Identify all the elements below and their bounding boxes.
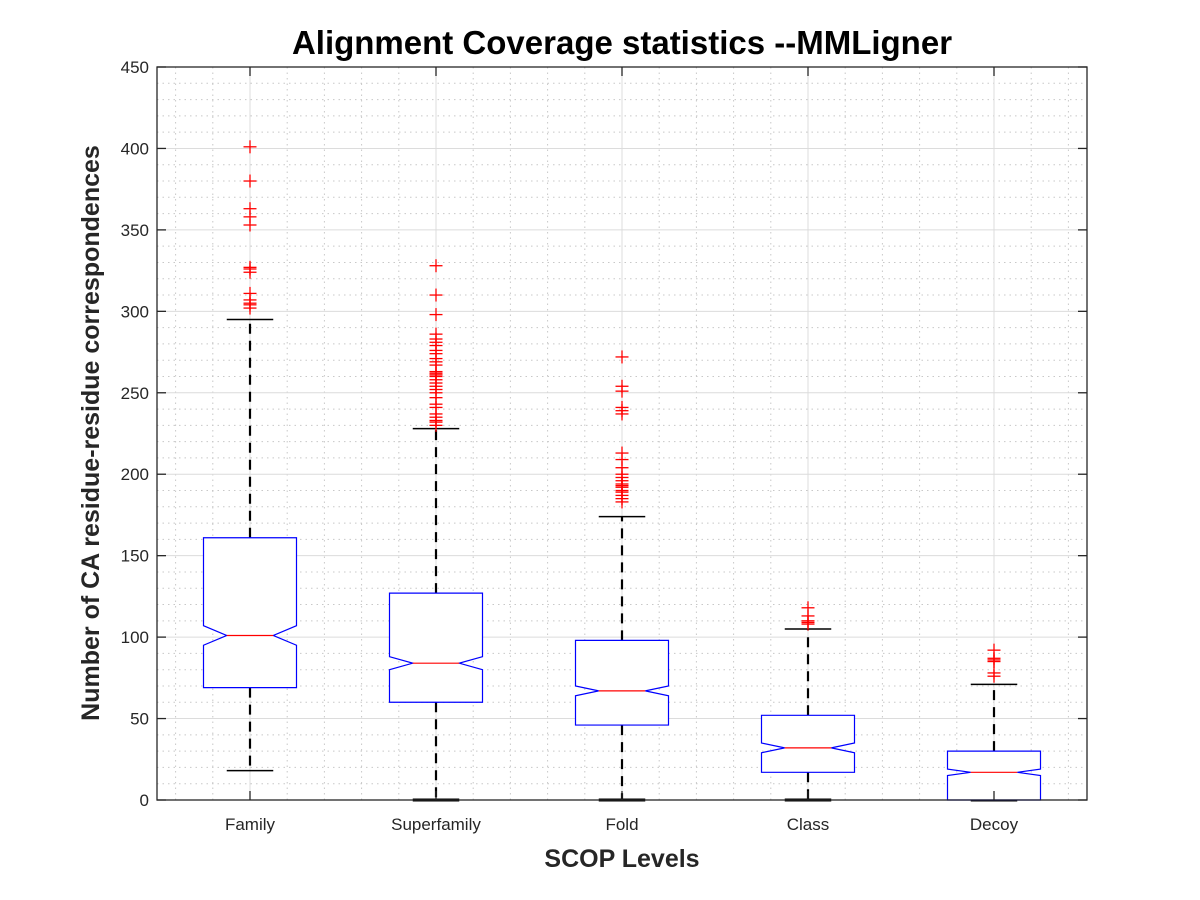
outlier-marker (615, 379, 629, 393)
outlier-marker (987, 643, 1001, 657)
outlier-marker (801, 601, 815, 615)
y-tick-label: 0 (140, 791, 149, 810)
outlier-marker (243, 260, 257, 274)
y-axis-title: Number of CA residue-residue corresponde… (77, 145, 105, 721)
outlier-marker (615, 446, 629, 460)
x-axis-title: SCOP Levels (544, 845, 699, 873)
x-tick-label: Decoy (970, 815, 1019, 834)
box-group-family (202, 140, 298, 772)
notched-box (202, 537, 298, 689)
outlier-marker (243, 174, 257, 188)
x-tick-label: Fold (605, 815, 638, 834)
y-tick-label: 50 (130, 710, 149, 729)
x-tick-label: Family (225, 815, 276, 834)
x-ticks: Family Superfamily Fold Class Decoy (225, 67, 1019, 834)
notched-box (574, 639, 670, 726)
y-tick-label: 250 (121, 384, 149, 403)
outlier-marker (987, 666, 1001, 680)
chart-title: Alignment Coverage statistics --MMLigner (292, 24, 952, 61)
y-tick-label: 450 (121, 58, 149, 77)
y-tick-label: 100 (121, 628, 149, 647)
outlier-marker (243, 140, 257, 154)
outlier-marker (615, 350, 629, 364)
outlier-marker (429, 259, 443, 273)
y-tick-label: 200 (121, 465, 149, 484)
outlier-marker (615, 400, 629, 414)
y-tick-label: 400 (121, 139, 149, 158)
y-tick-label: 300 (121, 302, 149, 321)
notched-box (760, 714, 856, 773)
x-tick-label: Class (787, 815, 830, 834)
outlier-marker (243, 286, 257, 300)
x-tick-label: Superfamily (391, 815, 481, 834)
boxes-layer (202, 140, 1042, 802)
y-ticks: 0 50 100 150 200 250 300 350 400 450 (121, 58, 1087, 810)
notched-box (388, 592, 484, 703)
outlier-marker (243, 202, 257, 216)
outlier-marker (429, 308, 443, 322)
box-group-decoy (946, 643, 1042, 802)
y-tick-label: 150 (121, 547, 149, 566)
outlier-marker (429, 327, 443, 341)
y-tick-label: 350 (121, 221, 149, 240)
box-group-superfamily (388, 259, 484, 802)
outlier-marker (429, 288, 443, 302)
